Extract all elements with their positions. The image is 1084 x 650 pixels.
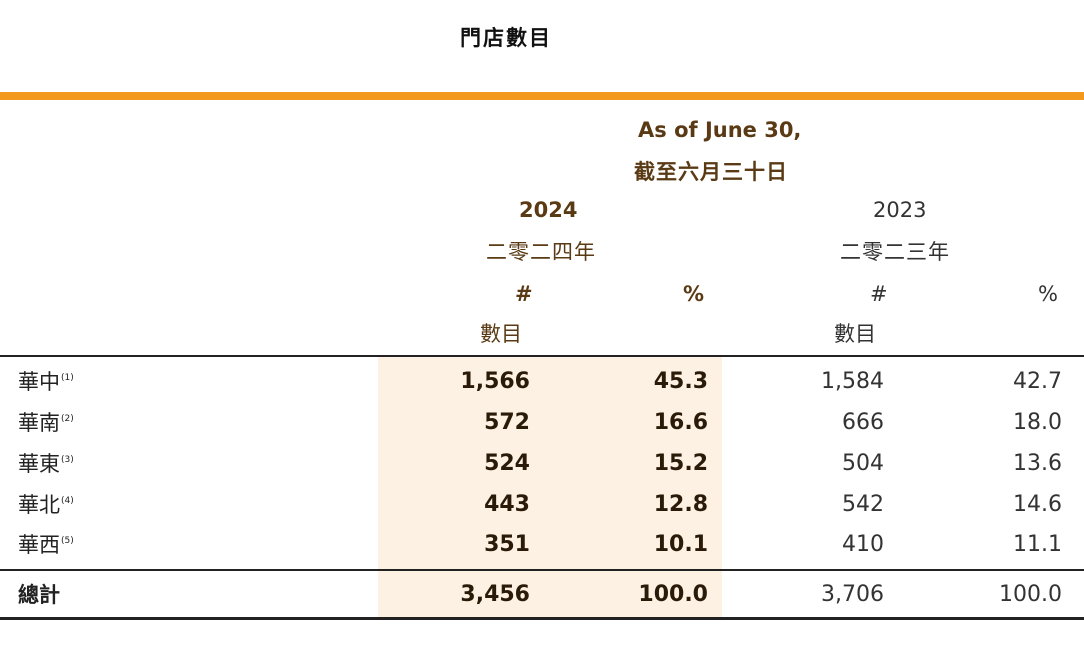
pct-symbol-2023: % bbox=[1038, 282, 1058, 306]
pct-2024-cell: 15.2 bbox=[653, 451, 708, 476]
accent-divider bbox=[0, 92, 1084, 100]
pct-2023-cell: 13.6 bbox=[1013, 451, 1062, 476]
total-label: 總計 bbox=[18, 583, 60, 607]
footnote-marker: (4) bbox=[61, 496, 74, 506]
count-label-2024: 數目 bbox=[480, 322, 522, 346]
footnote-marker: (2) bbox=[61, 414, 74, 424]
total-count-2024: 3,456 bbox=[460, 582, 530, 607]
pct-2024-cell: 12.8 bbox=[653, 492, 708, 517]
pct-2024-cell: 16.6 bbox=[653, 410, 708, 435]
count-2023-cell: 410 bbox=[842, 532, 884, 557]
year-2023-chinese: 二零二三年 bbox=[840, 240, 950, 264]
as-of-chinese: 截至六月三十日 bbox=[634, 160, 788, 184]
region-label: 華東(3) bbox=[18, 452, 74, 476]
pct-2023-cell: 11.1 bbox=[1013, 532, 1062, 557]
pct-2023-cell: 14.6 bbox=[1013, 492, 1062, 517]
count-2024-cell: 572 bbox=[484, 410, 530, 435]
count-symbol-2024: # bbox=[515, 282, 533, 306]
year-2024-heading: 2024 bbox=[519, 198, 578, 222]
count-2023-cell: 666 bbox=[842, 410, 884, 435]
pct-symbol-2024: % bbox=[683, 282, 705, 306]
count-2024-cell: 351 bbox=[484, 532, 530, 557]
year-2024-chinese: 二零二四年 bbox=[486, 240, 596, 264]
as-of-english: As of June 30, bbox=[638, 118, 802, 142]
region-label: 華南(2) bbox=[18, 411, 74, 435]
count-symbol-2023: # bbox=[870, 282, 888, 306]
region-label: 華北(4) bbox=[18, 493, 74, 517]
pct-2023-cell: 42.7 bbox=[1013, 369, 1062, 394]
footnote-marker: (3) bbox=[61, 455, 74, 465]
page-title: 門店數目 bbox=[460, 26, 552, 50]
total-divider-rule bbox=[0, 569, 1084, 571]
total-count-2023: 3,706 bbox=[821, 582, 884, 607]
highlight-column-2024 bbox=[378, 356, 722, 618]
footnote-marker: (1) bbox=[61, 373, 74, 383]
count-2023-cell: 1,584 bbox=[821, 369, 884, 394]
count-2024-cell: 1,566 bbox=[460, 369, 530, 394]
table-bottom-rule bbox=[0, 617, 1084, 620]
total-pct-2023: 100.0 bbox=[999, 582, 1062, 607]
count-2023-cell: 504 bbox=[842, 451, 884, 476]
pct-2024-cell: 10.1 bbox=[653, 532, 708, 557]
region-label: 華西(5) bbox=[18, 533, 74, 557]
count-2023-cell: 542 bbox=[842, 492, 884, 517]
pct-2023-cell: 18.0 bbox=[1013, 410, 1062, 435]
count-2024-cell: 443 bbox=[484, 492, 530, 517]
year-2023-heading: 2023 bbox=[873, 198, 927, 222]
table-top-rule bbox=[0, 355, 1084, 357]
total-pct-2024: 100.0 bbox=[638, 582, 708, 607]
region-label: 華中(1) bbox=[18, 370, 74, 394]
count-2024-cell: 524 bbox=[484, 451, 530, 476]
pct-2024-cell: 45.3 bbox=[653, 369, 708, 394]
footnote-marker: (5) bbox=[61, 536, 74, 546]
count-label-2023: 數目 bbox=[834, 322, 876, 346]
